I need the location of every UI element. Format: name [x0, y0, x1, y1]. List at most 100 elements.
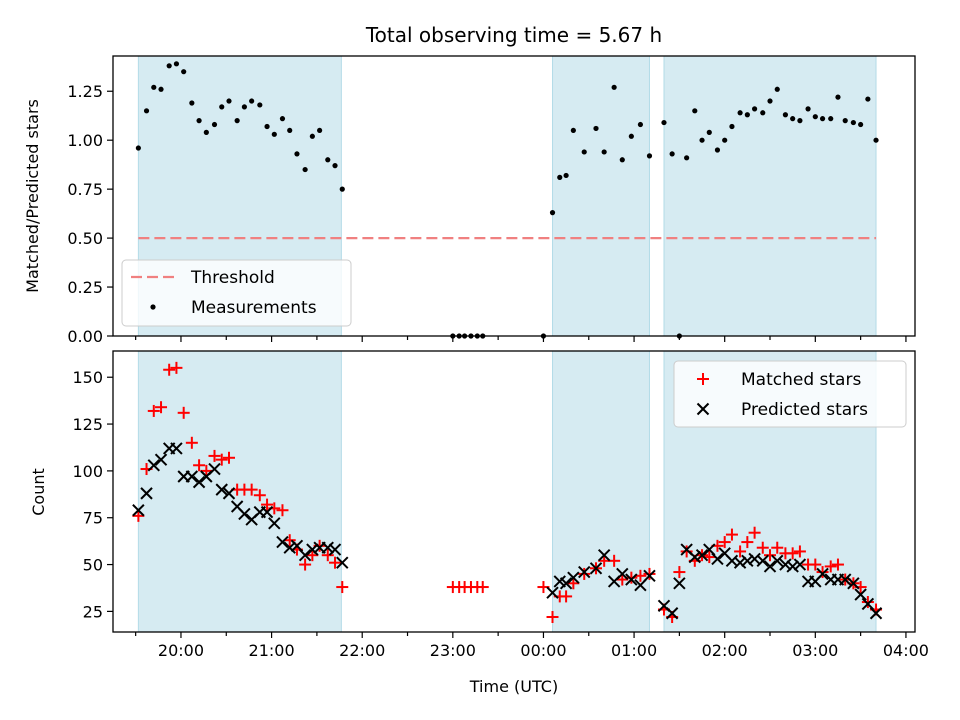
- matched-star-point: [299, 558, 312, 571]
- measurement-point: [226, 98, 232, 104]
- measurement-point: [189, 100, 195, 106]
- measurement-point: [181, 69, 187, 75]
- bottom-y-tick-label: 100: [72, 462, 103, 481]
- predicted-star-point: [559, 577, 573, 590]
- top-y-tick-label: 0.00: [67, 327, 103, 346]
- bottom-y-axis-label: Count: [29, 468, 48, 516]
- cross-b: [657, 599, 671, 612]
- cross-b: [756, 554, 769, 568]
- predicted-stars-points: [132, 442, 883, 620]
- measurement-point: [166, 63, 172, 69]
- cross-b: [589, 562, 603, 575]
- top-y-tick-label: 0.25: [67, 278, 103, 297]
- cross-b: [298, 548, 312, 562]
- cross-b: [268, 517, 281, 530]
- bottom-y-tick-label: 50: [83, 556, 103, 575]
- bottom-x-tick-label: 00:00: [520, 641, 566, 660]
- predicted-star-point: [869, 607, 883, 620]
- cross-b: [861, 597, 875, 611]
- measurement-point: [699, 137, 705, 143]
- predicted-star-point: [847, 577, 860, 590]
- measurement-point: [744, 112, 750, 118]
- predicted-star-point: [616, 567, 629, 581]
- matched-star-point: [816, 566, 829, 579]
- shaded-interval: [137, 350, 342, 633]
- top-y-ticks: 0.00 0.25 0.50 0.75 1.00 1.25: [67, 82, 113, 346]
- bottom-x-tick-label: 23:00: [430, 641, 476, 660]
- cross-b: [688, 550, 701, 564]
- matched-star-point: [725, 528, 738, 541]
- matched-star-point: [215, 453, 228, 466]
- predicted-star-point: [634, 578, 647, 592]
- matched-star-point: [764, 549, 777, 562]
- predicted-star-point: [567, 571, 580, 584]
- measurement-point: [797, 118, 803, 124]
- predicted-star-point: [546, 586, 559, 599]
- measurement-point: [669, 151, 675, 157]
- measurement-point: [135, 145, 141, 151]
- measurement-point: [782, 112, 789, 118]
- matched-star-point: [756, 541, 769, 554]
- predicted-star-point: [625, 573, 638, 586]
- measurement-point: [557, 174, 563, 180]
- legend-x-marker: [696, 402, 710, 416]
- predicted-star-point: [854, 588, 867, 601]
- matched-star-point: [253, 489, 266, 502]
- matched-star-point: [643, 567, 656, 580]
- measurement-point: [812, 114, 818, 120]
- cross-b: [238, 507, 251, 521]
- measurement-point: [692, 108, 698, 114]
- measurement-point: [684, 155, 690, 161]
- predicted-star-point: [763, 560, 777, 573]
- measurement-point: [249, 98, 255, 104]
- measurement-point: [737, 110, 743, 116]
- measurement-point: [646, 153, 653, 159]
- cross-b: [276, 535, 289, 549]
- measurement-point: [628, 133, 634, 139]
- matched-star-point: [861, 596, 874, 609]
- bottom-x-tick-label: 03:00: [792, 641, 838, 660]
- measurement-point: [637, 121, 644, 128]
- cross-b: [208, 462, 221, 476]
- top-y-tick-label: 1.25: [67, 82, 103, 101]
- cross-b: [616, 567, 629, 581]
- bottom-x-tick-label: 20:00: [158, 641, 204, 660]
- cross-b: [578, 565, 591, 579]
- matched-star-point: [734, 545, 747, 558]
- measurement-point: [196, 118, 202, 124]
- predicted-star-point: [321, 541, 334, 554]
- legend-measurements-label: Measurements: [191, 298, 317, 318]
- predicted-star-point: [154, 453, 168, 466]
- matched-star-point: [185, 436, 198, 449]
- matched-star-point: [567, 577, 580, 590]
- measurement-point: [287, 127, 293, 134]
- bottom-x-tick-label: 02:00: [702, 641, 748, 660]
- cross-b: [306, 543, 319, 556]
- predicted-star-point: [756, 554, 769, 568]
- measurement-point: [151, 84, 157, 90]
- measurement-point: [706, 129, 712, 135]
- cross-b: [718, 547, 731, 560]
- cross-b: [283, 541, 296, 554]
- cross-b: [546, 586, 559, 599]
- measurement-point: [257, 102, 263, 108]
- measurement-point: [325, 157, 331, 163]
- matched-star-point: [170, 361, 183, 374]
- matched-star-point: [208, 449, 221, 462]
- top-y-axis-label: Matched/Predicted stars: [23, 99, 42, 293]
- measurement-point: [302, 166, 308, 173]
- shaded-interval: [552, 55, 650, 337]
- matched-star-point: [155, 401, 168, 414]
- bottom-y-ticks: 25 50 75 100 125 150: [72, 368, 113, 621]
- measurement-point: [752, 106, 758, 112]
- matched-star-point: [222, 451, 235, 464]
- legend-predicted-swatch: [696, 402, 710, 416]
- cross-b: [230, 500, 244, 513]
- predicted-star-point: [276, 535, 289, 549]
- measurement-point: [790, 116, 796, 122]
- measurement-point: [271, 131, 277, 137]
- bottom-legend: Matched stars Predicted stars: [673, 360, 907, 428]
- cross-b: [695, 548, 709, 562]
- cross-b: [634, 578, 647, 592]
- bottom-panel: 25 50 75 100 125 150 20:00 21:00 22:00 23:00 00:0…: [29, 350, 929, 696]
